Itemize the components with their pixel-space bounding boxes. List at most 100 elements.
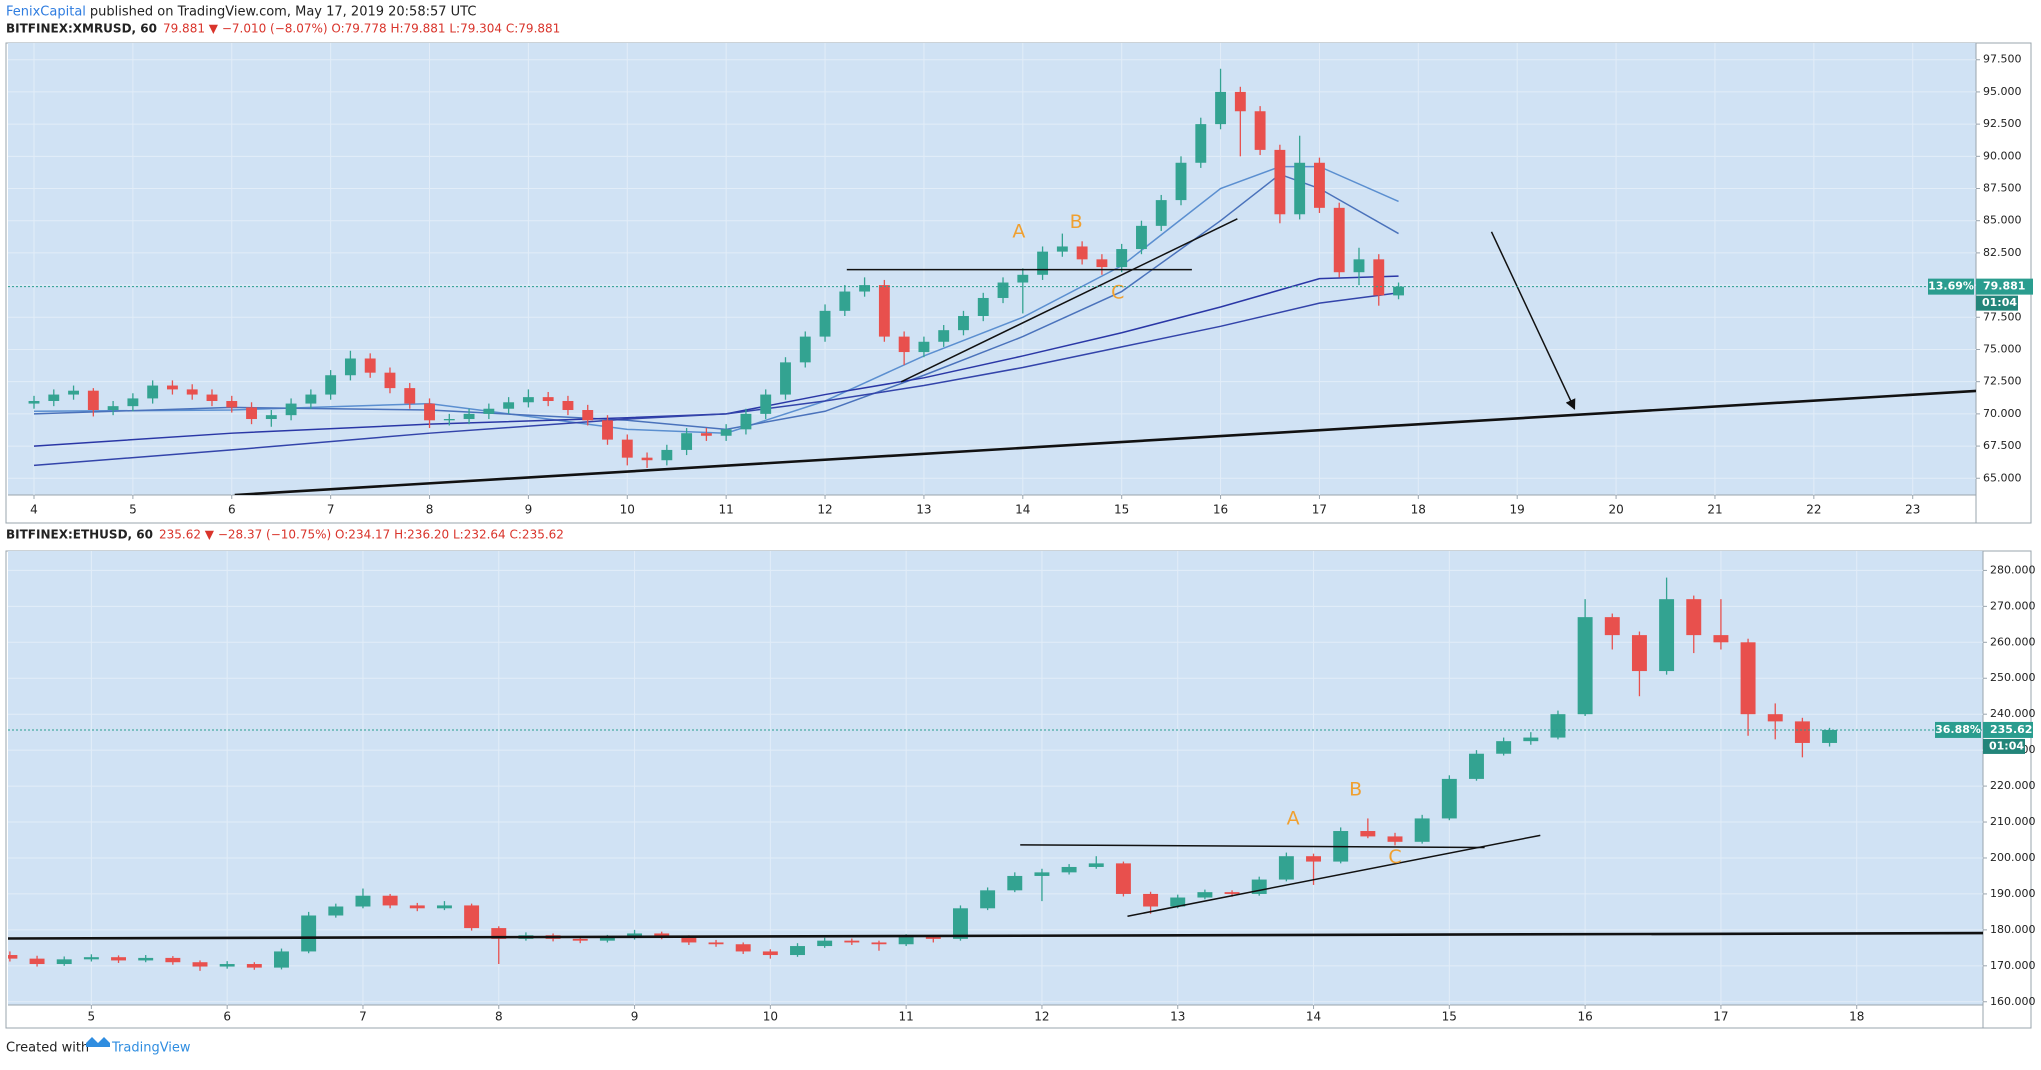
candle-body [700, 433, 712, 436]
candle-body [997, 282, 1009, 298]
candle-body [1115, 863, 1131, 894]
candle-body [1550, 714, 1566, 738]
candle-body [285, 403, 297, 416]
candle-body [708, 942, 724, 945]
candle-body [1224, 892, 1240, 894]
candle-body [1274, 149, 1286, 215]
x-tick-label: 12 [817, 503, 832, 517]
candle-body [1195, 124, 1207, 163]
candle-body [1496, 741, 1512, 754]
y-tick-label: 240.000 [1990, 707, 2036, 720]
candle-body [621, 439, 633, 458]
y-tick-label: 72.500 [1983, 375, 2022, 388]
candle-body [1017, 274, 1029, 283]
x-tick-label: 13 [916, 503, 931, 517]
author[interactable]: FenixCapital [6, 5, 86, 20]
y-tick-label: 95.000 [1983, 85, 2022, 98]
candle-body [780, 362, 791, 395]
candle-body [898, 336, 910, 353]
x-tick-label: 10 [620, 503, 635, 517]
logo [86, 1037, 110, 1047]
candle-body [1333, 207, 1345, 273]
x-tick-label: 20 [1608, 503, 1623, 517]
symbol: BITFINEX:ETHUSD, 60 [6, 528, 153, 542]
pct-tag [1928, 278, 1974, 295]
plot: A B C [8, 43, 1976, 495]
candle-body [898, 937, 914, 945]
x-tick-label: 11 [719, 503, 734, 517]
candle-body [681, 937, 697, 943]
y-tick-label: 210.000 [1990, 815, 2036, 828]
candle-body [1713, 635, 1729, 643]
candle-body [1794, 721, 1810, 743]
wave-label: A [1287, 808, 1300, 830]
candle-body [977, 297, 989, 317]
candle-body [1096, 259, 1108, 268]
candle-body [958, 316, 969, 331]
candle-body [740, 413, 752, 430]
plot: A B C [8, 551, 1983, 1005]
y-tick-label: 82.500 [1983, 246, 2022, 259]
countdown: 01:04 [1982, 296, 2017, 309]
footer-text: Created with [6, 1041, 89, 1056]
x-tick-label: 6 [223, 1010, 231, 1024]
candle-body [463, 413, 475, 420]
x-tick-label: 12 [1034, 1010, 1049, 1024]
candle-body [1034, 872, 1050, 876]
y-tick-label: 85.000 [1983, 214, 2022, 227]
candle-body [925, 937, 941, 939]
y-tick-label: 92.500 [1983, 117, 2022, 130]
y-tick-label: 65.000 [1983, 471, 2022, 484]
candle-body [1631, 635, 1647, 672]
candle-body [1577, 617, 1593, 715]
candle-body [1441, 778, 1457, 819]
candle-body [878, 285, 890, 337]
candle-body [582, 410, 594, 421]
candle-body [1215, 91, 1226, 125]
candle-body [56, 959, 72, 965]
candle-body [839, 291, 851, 311]
candle-body [165, 957, 181, 963]
x-tick-label: 14 [1015, 503, 1030, 517]
candle-body [147, 385, 159, 399]
footer-brand[interactable]: TradingView [111, 1041, 191, 1056]
candle-body [404, 388, 416, 404]
candle-body [641, 457, 653, 461]
candle-body [1373, 259, 1385, 296]
candle-body [328, 906, 344, 916]
candle-body [1155, 200, 1167, 226]
x-tick-label: 15 [1114, 503, 1129, 517]
candle-body [226, 400, 238, 408]
candle-body [355, 895, 371, 907]
candle-body [1393, 286, 1404, 296]
candle-body [1469, 753, 1484, 779]
candle-body [599, 937, 615, 941]
x-tick-label: 5 [129, 503, 137, 517]
candle-body [760, 394, 772, 414]
x-tick-label: 9 [525, 503, 533, 517]
candle-body [166, 385, 178, 390]
candle-body [274, 951, 289, 968]
candle-body [436, 905, 452, 909]
y-tick-label: 97.500 [1983, 53, 2022, 66]
candle-body [265, 415, 277, 420]
candle-body [1822, 729, 1838, 743]
x-tick-label: 4 [30, 503, 38, 517]
candle-body [301, 915, 317, 952]
moving-average [33, 292, 1399, 467]
y-tick-label: 280.000 [1990, 563, 2036, 576]
candle-body [918, 341, 930, 353]
x-tick-label: 22 [1806, 503, 1821, 517]
symbol: BITFINEX:XMRUSD, 60 [6, 22, 157, 36]
candle-body [1056, 246, 1068, 252]
candle-body [8, 955, 18, 959]
candle-body [68, 390, 79, 395]
candle-body [1234, 91, 1246, 112]
countdown-tag [1976, 295, 2018, 311]
moving-average [33, 275, 1399, 447]
y-tick-label: 170.000 [1990, 959, 2036, 972]
quote: 235.62 ▼ −28.37 (−10.75%) O:234.17 H:236… [159, 528, 564, 542]
pct-label: 36.88% [1935, 723, 1981, 736]
countdown-tag [1983, 738, 2025, 754]
candle-body [681, 433, 693, 450]
